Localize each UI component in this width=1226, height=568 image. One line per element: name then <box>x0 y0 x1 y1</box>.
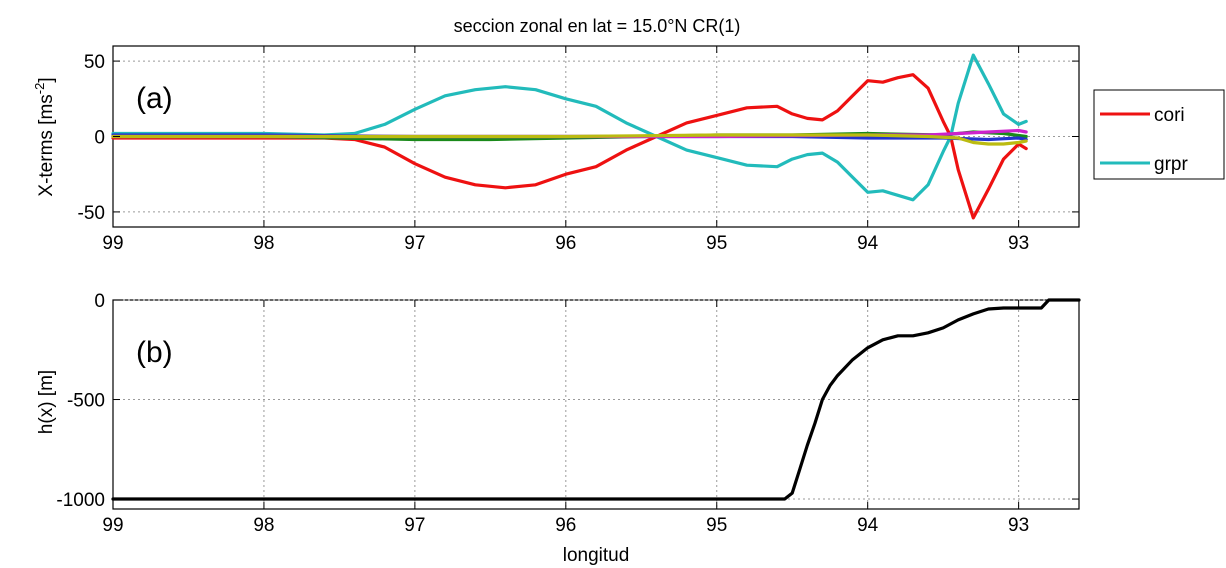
a-series-line-cori <box>111 73 1028 220</box>
a-xtick-label: 96 <box>555 233 576 254</box>
b-ytick-label: -500 <box>67 391 105 412</box>
legend-label-grpr: grpr <box>1154 154 1188 175</box>
figure-title: seccion zonal en lat = 15.0°N CR(1) <box>454 16 741 36</box>
panel-a-ticks: 99 98 97 96 95 94 93 -50 0 50 <box>78 46 1079 254</box>
a-ytick-label: 0 <box>94 128 105 149</box>
b-ytick-label: -1000 <box>56 490 105 511</box>
a-xtick-label: 93 <box>1008 233 1029 254</box>
panel-b-plot: 99 98 97 96 95 94 93 -1000 -500 0 (b) h(x) [m] lo… <box>36 291 1081 566</box>
panel-a-ylabel: X-terms [ms-2] <box>32 77 57 196</box>
panel-a-plot: 99 98 97 96 95 94 93 -50 0 50 (a) X-terms [ms-2] <box>32 45 1080 254</box>
b-xtick-label: 94 <box>857 515 879 536</box>
panel-b-ticks: 99 98 97 96 95 94 93 -1000 -500 0 <box>56 291 1079 536</box>
a-ytick-label: 50 <box>84 52 105 73</box>
legend-label-cori: cori <box>1154 105 1185 126</box>
a-series-line-grpr <box>111 53 1028 202</box>
b-xtick-label: 93 <box>1008 515 1029 536</box>
b-xtick-label: 96 <box>555 515 576 536</box>
panel-b-ylabel: h(x) [m] <box>36 370 57 434</box>
a-xtick-label: 99 <box>102 233 123 254</box>
panel-b-series <box>111 298 1081 501</box>
a-xtick-label: 98 <box>253 233 274 254</box>
b-xtick-label: 99 <box>102 515 123 536</box>
panel-a-series <box>111 53 1028 220</box>
panel-b-label: (b) <box>136 336 173 369</box>
b-ytick-label: 0 <box>94 291 105 312</box>
b-xtick-label: 98 <box>253 515 274 536</box>
panel-b-xlabel: longitud <box>563 545 630 566</box>
panel-b-frame <box>112 299 1080 510</box>
a-ytick-label: -50 <box>78 203 105 224</box>
a-series-line-series-5 <box>111 133 1028 146</box>
a-xtick-label: 97 <box>404 233 425 254</box>
b-xtick-label: 97 <box>404 515 425 536</box>
legend: cori grpr <box>1093 89 1225 180</box>
b-xtick-label: 95 <box>706 515 727 536</box>
panel-a-label: (a) <box>136 82 173 115</box>
a-xtick-label: 94 <box>857 233 879 254</box>
b-series-line-series-0 <box>111 298 1081 501</box>
a-xtick-label: 95 <box>706 233 727 254</box>
legend-box <box>1093 89 1225 180</box>
